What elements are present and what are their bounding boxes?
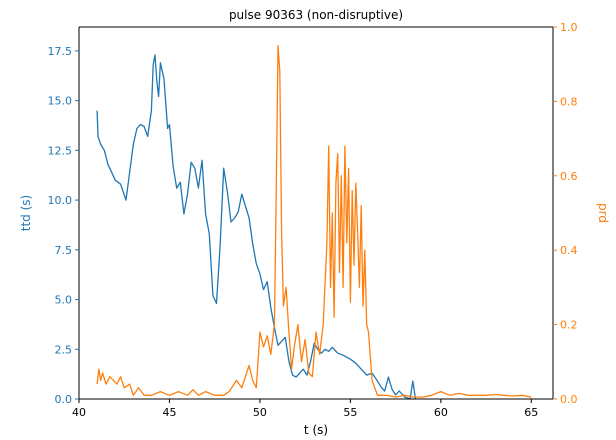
x-tick-label: 60 [434,406,448,419]
y-left-axis-label: ttd (s) [19,195,33,231]
y-left-tick-label: 15.0 [48,95,73,108]
y-left-tick-label: 17.5 [48,45,73,58]
y-right-axis-label: prd [596,203,610,223]
y-left-tick-label: 10.0 [48,194,73,207]
y-right-tick-label: 0.8 [560,95,578,108]
x-axis-ticks: 40 45 50 55 60 65 [72,399,538,419]
y-left-tick-label: 12.5 [48,144,73,157]
prd-series [96,44,532,398]
y-right-tick-label: 0.4 [560,244,578,257]
y-left-axis-ticks: 0.0 2.5 5.0 7.5 10.0 12.5 15.0 17.5 [48,45,79,406]
y-right-tick-label: 1.0 [560,21,578,34]
y-left-tick-label: 0.0 [55,393,73,406]
ttd-series-line [96,54,417,400]
x-tick-label: 50 [253,406,267,419]
y-right-axis-ticks: 0.0 0.2 0.4 0.6 0.8 1.0 [553,21,578,406]
x-tick-label: 40 [72,406,86,419]
plot-frame [78,26,554,400]
prd-series-line [96,44,532,398]
y-left-tick-label: 2.5 [55,343,73,356]
x-tick-label: 45 [162,406,176,419]
plot-area [79,27,553,399]
x-tick-label: 55 [343,406,357,419]
y-right-tick-label: 0.6 [560,170,578,183]
ttd-series [96,54,417,400]
x-tick-label: 65 [524,406,538,419]
y-left-tick-label: 5.0 [55,294,73,307]
y-left-tick-label: 7.5 [55,244,73,257]
y-right-tick-label: 0.0 [560,393,578,406]
chart-title: pulse 90363 (non-disruptive) [229,8,403,22]
y-right-tick-label: 0.2 [560,319,578,332]
x-axis-label: t (s) [304,423,328,437]
